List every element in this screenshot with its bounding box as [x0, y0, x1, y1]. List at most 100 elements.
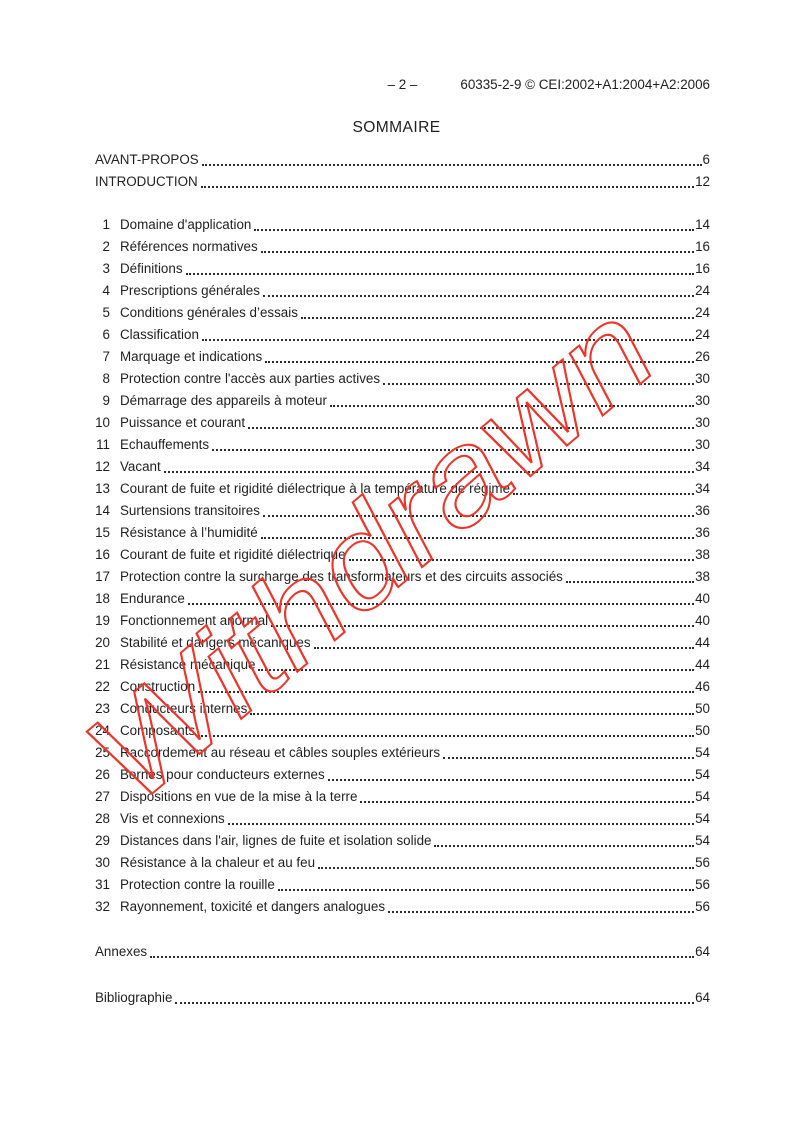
toc-entry-page-number: 50 [695, 701, 710, 716]
toc-entry-page-number: 44 [695, 635, 710, 650]
clause-number: 5 [102, 305, 110, 320]
toc-entry-label: Références normatives [120, 239, 258, 254]
toc-entry-label: INTRODUCTION [95, 174, 198, 189]
toc-entry: 15 Résistance à l’humidité 36 [95, 522, 710, 544]
toc-entry: 25 Raccordement au réseau et câbles soupl… [95, 742, 710, 764]
toc-entry-label: Bibliographie [95, 990, 173, 1005]
toc-entry: 19 Fonctionnement anormal 40 [95, 610, 710, 632]
toc-entry-page-number: 16 [695, 261, 710, 276]
toc-entry: 11 Echauffements 30 [95, 434, 710, 456]
toc-entry-page-number: 46 [695, 679, 710, 694]
toc-entry: 1 Domaine d'application 14 [95, 214, 710, 236]
toc-entry-label: Distances dans l'air, lignes de fuite et… [120, 833, 432, 848]
toc-entry-label: Echauffements [120, 437, 210, 452]
toc-entry: 5 Conditions générales d’essais 24 [95, 302, 710, 324]
toc-entry: 13 Courant de fuite et rigidité diélectri… [95, 478, 710, 500]
toc-entry-label: Bornes pour conducteurs externes [120, 767, 325, 782]
toc-entry: 16 Courant de fuite et rigidité diélectri… [95, 544, 710, 566]
dot-leader [198, 735, 695, 737]
dot-leader [260, 537, 695, 539]
dot-leader [360, 801, 695, 803]
toc-entry-label: Conducteurs internes [120, 701, 248, 716]
toc-entry: 30 Résistance à la chaleur et au feu 56 [95, 852, 710, 874]
dot-leader [201, 164, 702, 166]
toc-entry-page-number: 54 [695, 833, 710, 848]
clause-number: 15 [95, 525, 110, 540]
toc-entry-label: Protection contre l'accès aux parties ac… [120, 371, 381, 386]
toc-entry-label: Définitions [120, 261, 183, 276]
toc-entry-label: Courant de fuite et rigidité diélectriqu… [120, 481, 511, 496]
toc-entry: 28 Vis et connexions 54 [95, 808, 710, 830]
toc-entry-page-number: 12 [695, 174, 710, 189]
toc-entry: INTRODUCTION 12 [95, 171, 710, 193]
toc-entry: 32 Rayonnement, toxicité et dangers analo… [95, 896, 710, 918]
toc-entry-page-number: 38 [695, 547, 710, 562]
clause-number: 17 [95, 569, 110, 584]
dot-leader [313, 647, 695, 649]
dot-leader [150, 956, 695, 958]
toc-entry-label: Rayonnement, toxicité et dangers analogu… [120, 899, 386, 914]
toc-entry-page-number: 34 [695, 481, 710, 496]
toc-entry: 22 Construction 46 [95, 676, 710, 698]
dot-leader [163, 471, 695, 473]
toc-entry-page-number: 50 [695, 723, 710, 738]
clause-number: 8 [102, 371, 110, 386]
clause-number: 3 [102, 261, 110, 276]
clause-number: 13 [95, 481, 110, 496]
toc-entry: 17 Protection contre la surcharge des tra… [95, 566, 710, 588]
toc-entry-label: Vacant [120, 459, 161, 474]
clause-number: 26 [95, 767, 110, 782]
dot-leader [262, 515, 695, 517]
clause-number: 29 [95, 833, 110, 848]
toc-entry-page-number: 44 [695, 657, 710, 672]
clause-number: 12 [95, 459, 110, 474]
toc-entry: 24 Composants 50 [95, 720, 710, 742]
toc-entry-label: Courant de fuite et rigidité diélectriqu… [120, 547, 346, 562]
toc-entry-label: Résistance à l’humidité [120, 525, 258, 540]
clause-number: 6 [102, 327, 110, 342]
toc-entry: AVANT-PROPOS 6 [95, 149, 710, 171]
toc-front-section: AVANT-PROPOS 6 INTRODUCTION 12 [95, 149, 710, 193]
toc-entry: 6 Classification 24 [95, 324, 710, 346]
toc-clause-section: 1 Domaine d'application 14 2 Références norm… [95, 214, 710, 918]
toc-entry-label: Marquage et indications [120, 349, 263, 364]
toc-entry-page-number: 30 [695, 415, 710, 430]
page-title: SOMMAIRE [352, 119, 441, 136]
toc-entry-label: Annexes [95, 944, 148, 959]
toc-entry-label: Protection contre la rouille [120, 877, 275, 892]
toc-entry: 7 Marquage et indications 26 [95, 346, 710, 368]
dot-leader [271, 625, 695, 627]
toc-entry-page-number: 36 [695, 503, 710, 518]
toc-entry-label: Composants [120, 723, 196, 738]
clause-number: 19 [95, 613, 110, 628]
clause-number: 21 [95, 657, 110, 672]
toc-entry-page-number: 64 [695, 944, 710, 959]
dot-leader [513, 493, 695, 495]
clause-number: 20 [95, 635, 110, 650]
dot-leader [265, 361, 695, 363]
toc-entry-label: Stabilité et dangers mécaniques [120, 635, 311, 650]
clause-number: 1 [102, 217, 110, 232]
toc-entry-label: Résistance à la chaleur et au feu [120, 855, 316, 870]
toc-entry-page-number: 38 [695, 569, 710, 584]
dot-leader [254, 229, 695, 231]
dot-leader [318, 867, 695, 869]
toc-entry-label: Fonctionnement anormal [120, 613, 269, 628]
clause-number: 22 [95, 679, 110, 694]
toc-entry-label: Classification [120, 327, 199, 342]
toc-entry-page-number: 56 [695, 899, 710, 914]
toc-entry-label: Démarrage des appareils à moteur [120, 393, 327, 408]
toc-entry-page-number: 54 [695, 811, 710, 826]
toc-entry: 12 Vacant 34 [95, 456, 710, 478]
toc-entry-page-number: 26 [695, 349, 710, 364]
toc-entry-page-number: 24 [695, 327, 710, 342]
toc-entry: 3 Définitions 16 [95, 258, 710, 280]
toc-entry-page-number: 24 [695, 283, 710, 298]
toc-entry-label: Construction [120, 679, 196, 694]
toc-entry: 14 Surtensions transitoires 36 [95, 500, 710, 522]
clause-number: 9 [102, 393, 110, 408]
dot-leader [260, 251, 695, 253]
dot-leader [300, 317, 695, 319]
clause-number: 24 [95, 723, 110, 738]
